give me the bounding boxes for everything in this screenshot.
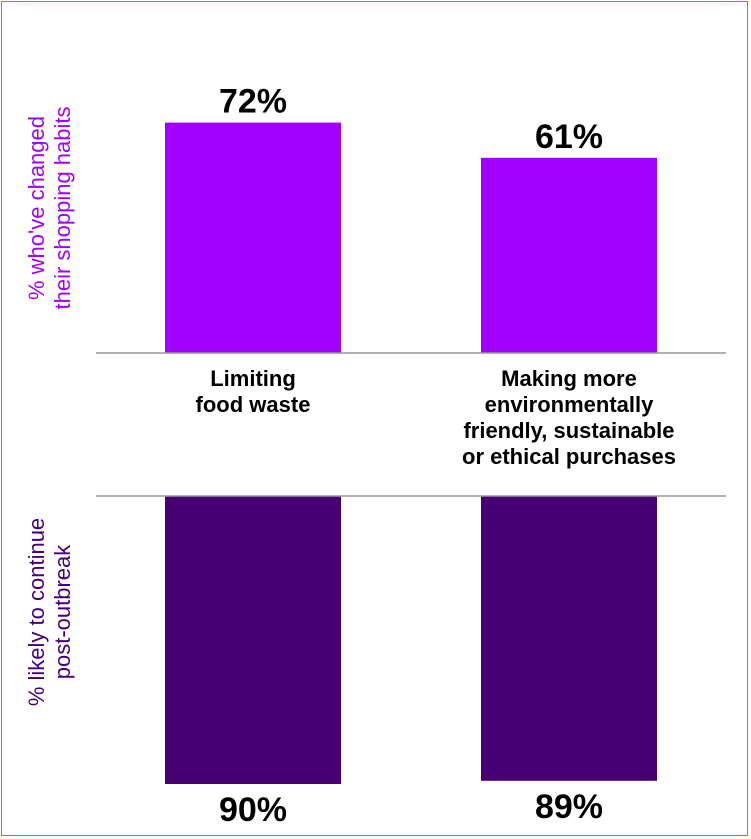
category-label-1: Limiting food waste bbox=[196, 366, 311, 417]
changed-habits-value-label-1: 72% bbox=[219, 83, 287, 121]
changed-habits-value-label-2: 61% bbox=[535, 118, 603, 156]
likely-continue-bar-1 bbox=[165, 496, 341, 784]
likely-continue-bar-2 bbox=[481, 496, 657, 781]
axis-titles: % who've changedtheir shopping habits % l… bbox=[24, 106, 75, 706]
value-labels: 72% 61% 90% 89% bbox=[219, 83, 603, 829]
bars bbox=[165, 122, 657, 784]
changed-habits-axis-title: % who've changedtheir shopping habits bbox=[24, 106, 75, 309]
likely-continue-value-label-2: 89% bbox=[535, 788, 603, 826]
likely-continue-axis-title: % likely to continuepost-outbreak bbox=[24, 518, 75, 706]
likely-continue-value-label-1: 90% bbox=[219, 791, 287, 829]
category-labels: Limiting food waste Making more environment… bbox=[196, 366, 676, 469]
changed-habits-bar-1 bbox=[165, 122, 341, 353]
changed-habits-bar-2 bbox=[481, 157, 657, 353]
category-label-2: Making more environmentally friendly, sust… bbox=[462, 366, 676, 469]
axis-lines bbox=[96, 352, 726, 497]
